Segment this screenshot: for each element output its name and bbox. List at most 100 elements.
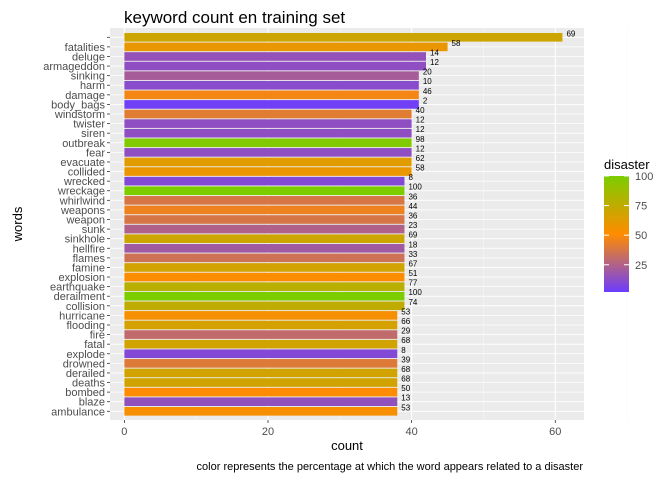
bar [124, 186, 405, 196]
bar [124, 368, 398, 378]
y-tick-label: explosion [59, 272, 105, 284]
x-axis-tick-labels: 0 20 40 60 [121, 420, 561, 438]
bar-value-label: 69 [408, 231, 417, 240]
bar [124, 215, 405, 224]
bar [124, 61, 426, 71]
x-tick-label: 20 [262, 426, 274, 438]
bar-value-label: 36 [408, 212, 417, 221]
y-tick-label: outbreak [62, 138, 105, 150]
y-axis-title: words [10, 206, 25, 242]
bar-value-label: 62 [416, 154, 425, 163]
legend-ticks: 25 50 75 100 [604, 171, 653, 272]
bar [124, 291, 405, 301]
bar [124, 176, 405, 186]
bar-value-label: 12 [430, 58, 439, 67]
y-tick-label: damage [65, 90, 105, 102]
y-tick-label: harm [80, 80, 105, 92]
bar-value-label: 12 [416, 116, 425, 125]
legend-tick-label: 75 [635, 201, 647, 213]
bar-value-label: 8 [408, 173, 413, 182]
y-tick-label: whirlwind [59, 195, 105, 207]
bar-value-label: 53 [401, 403, 410, 412]
y-tick-label: collided [68, 167, 105, 179]
bar [124, 100, 419, 109]
legend-tick-label: 100 [635, 171, 653, 183]
bar [124, 109, 412, 119]
bar-value-label: 14 [430, 48, 439, 57]
y-tick-label: earthquake [50, 282, 105, 294]
y-tick-label: explode [66, 349, 105, 361]
y-tick-label: windstorm [54, 109, 105, 121]
bar-value-label: 46 [423, 87, 432, 96]
bar [124, 263, 405, 272]
bar [124, 253, 405, 263]
bar-value-label: 58 [416, 164, 425, 173]
legend-colorbar [604, 176, 629, 292]
y-tick-label: sinkhole [65, 234, 105, 246]
y-tick-label: siren [81, 128, 105, 140]
y-tick-label: derailment [54, 291, 105, 303]
y-tick-label: flames [73, 253, 106, 265]
bar-value-label: 20 [423, 68, 432, 77]
y-tick-label: evacuate [60, 157, 105, 169]
y-tick-label: weapons [60, 205, 106, 217]
bar [124, 157, 412, 167]
bar [124, 52, 426, 61]
y-tick-label: collision [66, 301, 105, 313]
y-tick-label: hellfire [73, 243, 105, 255]
bar [124, 330, 398, 339]
y-tick-label: hurricane [59, 310, 105, 322]
bar-value-label: 12 [416, 125, 425, 134]
bar [124, 339, 398, 349]
bar-value-label: 100 [408, 183, 422, 192]
bar [124, 349, 398, 359]
y-tick-label: drowned [63, 358, 105, 370]
bar [124, 234, 405, 243]
chart-caption: color represents the percentage at which… [197, 461, 584, 473]
bar-value-label: 44 [408, 202, 417, 211]
x-axis-title: count [331, 438, 363, 453]
y-axis-tick-labels: fatalitiesdelugearmageddonsinkingharmdam… [43, 36, 110, 418]
y-tick-label: sunk [82, 224, 106, 236]
bar-value-label: 51 [408, 269, 417, 278]
bar-value-label: 40 [416, 106, 425, 115]
y-tick-label: fatalities [65, 42, 106, 54]
y-tick-label: fire [90, 330, 105, 342]
bar [124, 282, 405, 291]
y-tick-label: fatal [84, 339, 105, 351]
bar-value-label: 18 [408, 240, 417, 249]
bar [124, 138, 412, 148]
bar [124, 378, 398, 387]
bar-value-label: 29 [401, 327, 410, 336]
bar-value-label: 98 [416, 135, 425, 144]
y-tick-label: deaths [72, 378, 106, 390]
bar [124, 128, 412, 138]
y-tick-label: sinking [71, 71, 105, 83]
bar [124, 71, 419, 80]
y-tick-label: ambulance [51, 406, 105, 418]
bar-value-label: 39 [401, 355, 410, 364]
bar-value-label: 77 [408, 279, 417, 288]
bar-value-label: 12 [416, 144, 425, 153]
bar [124, 224, 405, 234]
bar-value-label: 58 [452, 39, 461, 48]
bar-value-label: 33 [408, 250, 417, 259]
bar [124, 243, 405, 253]
bar [124, 320, 398, 330]
bar-value-label: 8 [401, 346, 406, 355]
y-tick-label: blaze [79, 397, 105, 409]
bar [124, 205, 405, 215]
bar-value-label: 68 [401, 365, 410, 374]
bar [124, 80, 419, 90]
chart-title: keyword count en training set [124, 8, 345, 27]
legend-tick-label: 25 [635, 260, 647, 272]
bar [124, 90, 419, 100]
legend-title: disaster [604, 157, 650, 172]
y-tick-label: bombed [65, 387, 105, 399]
bar-value-labels: 6958141220104624012129812625881003644362… [401, 29, 576, 412]
bar-value-label: 74 [408, 298, 417, 307]
bar [124, 119, 412, 128]
bar-value-label: 23 [408, 221, 417, 230]
x-tick-label: 60 [549, 426, 561, 438]
